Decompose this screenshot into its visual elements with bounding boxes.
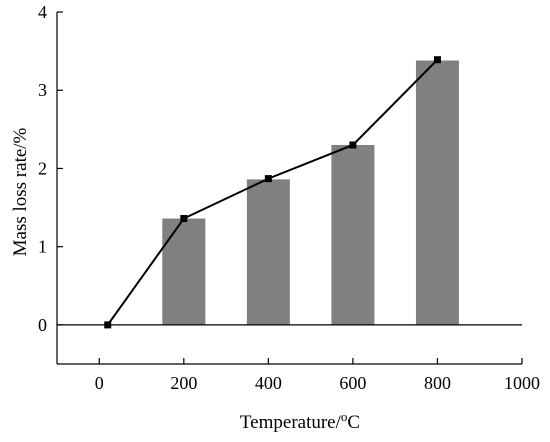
y-tick-label-0: 0 bbox=[38, 315, 47, 335]
point-marker-200 bbox=[180, 215, 188, 223]
point-marker-20 bbox=[104, 321, 112, 329]
axes-layer bbox=[56, 12, 522, 365]
y-axis-title: Mass loss rate/% bbox=[10, 127, 31, 256]
bar-400 bbox=[246, 179, 290, 325]
point-marker-600 bbox=[349, 141, 357, 149]
x-tick-label-200: 200 bbox=[170, 373, 197, 393]
x-tick-label-1000: 1000 bbox=[504, 373, 540, 393]
bar-600 bbox=[331, 144, 375, 325]
bar-200 bbox=[162, 218, 206, 325]
y-tick-label-1: 1 bbox=[38, 237, 47, 257]
point-marker-400 bbox=[264, 175, 272, 183]
y-tick-label-3: 3 bbox=[38, 80, 47, 100]
x-tick-label-600: 600 bbox=[339, 373, 366, 393]
x-tick-label-400: 400 bbox=[255, 373, 282, 393]
bars-layer bbox=[162, 60, 459, 325]
x-tick-label-0: 0 bbox=[95, 373, 104, 393]
point-marker-800 bbox=[433, 56, 441, 64]
bar-800 bbox=[415, 60, 459, 325]
x-tick-label-800: 800 bbox=[424, 373, 451, 393]
ticks-layer: 0 200 400 600 800 1000 0 1 2 3 4 bbox=[38, 2, 540, 393]
y-tick-label-2: 2 bbox=[38, 158, 47, 178]
line-layer bbox=[104, 56, 441, 329]
degree-sign: o bbox=[341, 409, 348, 424]
x-axis-title: Temperature/oC bbox=[240, 409, 360, 433]
y-tick-label-4: 4 bbox=[38, 2, 47, 22]
